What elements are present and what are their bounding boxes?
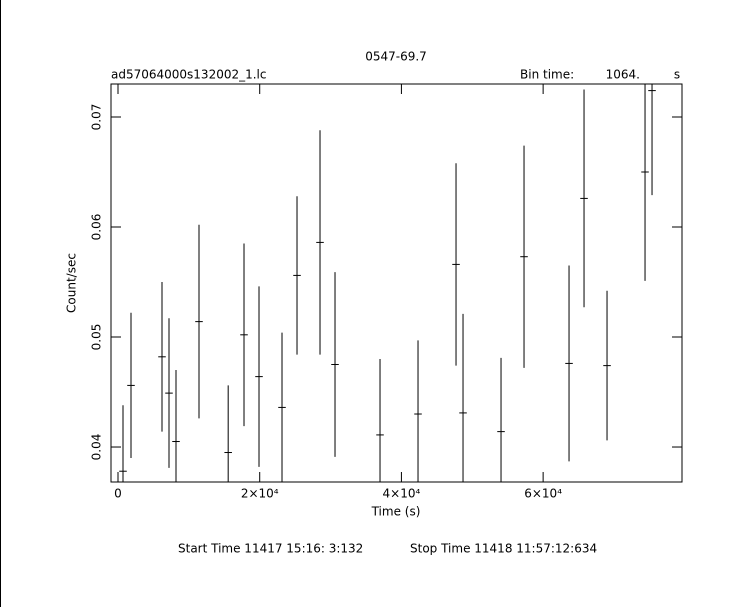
bin-time-label: Bin time: <box>520 68 574 82</box>
y-tick-label: 0.07 <box>90 104 104 131</box>
x-tick-label: 6×10⁴ <box>524 487 562 501</box>
x-tick-label: 4×10⁴ <box>383 487 421 501</box>
y-tick-label: 0.04 <box>90 434 104 461</box>
x-tick-label: 2×10⁴ <box>241 487 279 501</box>
bin-time-unit: s <box>674 68 680 82</box>
x-tick-label: 0 <box>114 487 122 501</box>
file-name: ad57064000s132002_1.lc <box>111 68 267 82</box>
bin-time: 1064. <box>606 68 640 82</box>
start-time: Start Time 11417 15:16: 3:132 <box>178 542 363 556</box>
stop-time: Stop Time 11418 11:57:12:634 <box>410 542 597 556</box>
y-tick-label: 0.06 <box>90 214 104 241</box>
plot-area <box>119 84 656 482</box>
chart-title: 0547-69.7 <box>365 50 427 64</box>
y-tick-label: 0.05 <box>90 324 104 351</box>
x-axis-label: Time (s) <box>371 505 421 519</box>
plot-frame <box>110 83 683 483</box>
y-axis-label: Count/sec <box>65 253 79 313</box>
